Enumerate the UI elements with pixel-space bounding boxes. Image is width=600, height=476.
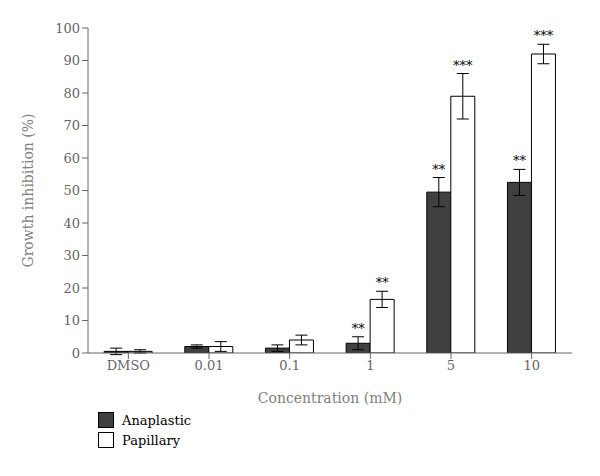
svg-text:30: 30 xyxy=(63,248,80,263)
svg-text:0: 0 xyxy=(72,346,80,361)
svg-text:**: ** xyxy=(352,321,366,336)
svg-text:0.1: 0.1 xyxy=(279,358,300,373)
svg-text:60: 60 xyxy=(63,151,80,166)
svg-text:0.01: 0.01 xyxy=(195,358,224,373)
html-text:Papillary: Papillary xyxy=(122,432,180,448)
svg-text:100: 100 xyxy=(55,21,80,36)
svg-text:90: 90 xyxy=(63,53,80,68)
svg-text:10: 10 xyxy=(63,313,80,328)
svg-text:70: 70 xyxy=(63,118,80,133)
svg-text:DMSO: DMSO xyxy=(107,358,150,373)
svg-text:**: ** xyxy=(513,153,527,168)
svg-text:***: *** xyxy=(534,28,554,43)
svg-text:Concentration (mM): Concentration (mM) xyxy=(258,390,403,406)
svg-text:1: 1 xyxy=(366,358,374,373)
svg-text:80: 80 xyxy=(63,86,80,101)
svg-text:**: ** xyxy=(432,162,446,177)
svg-text:Growth inhibition (%): Growth inhibition (%) xyxy=(20,113,36,267)
svg-text:40: 40 xyxy=(63,216,80,231)
svg-text:50: 50 xyxy=(63,183,80,198)
svg-text:20: 20 xyxy=(63,281,80,296)
svg-text:***: *** xyxy=(453,58,473,73)
svg-text:5: 5 xyxy=(447,358,455,373)
svg-text:10: 10 xyxy=(523,358,540,373)
html-text:Anaplastic: Anaplastic xyxy=(122,412,192,428)
svg-text:**: ** xyxy=(376,275,390,290)
